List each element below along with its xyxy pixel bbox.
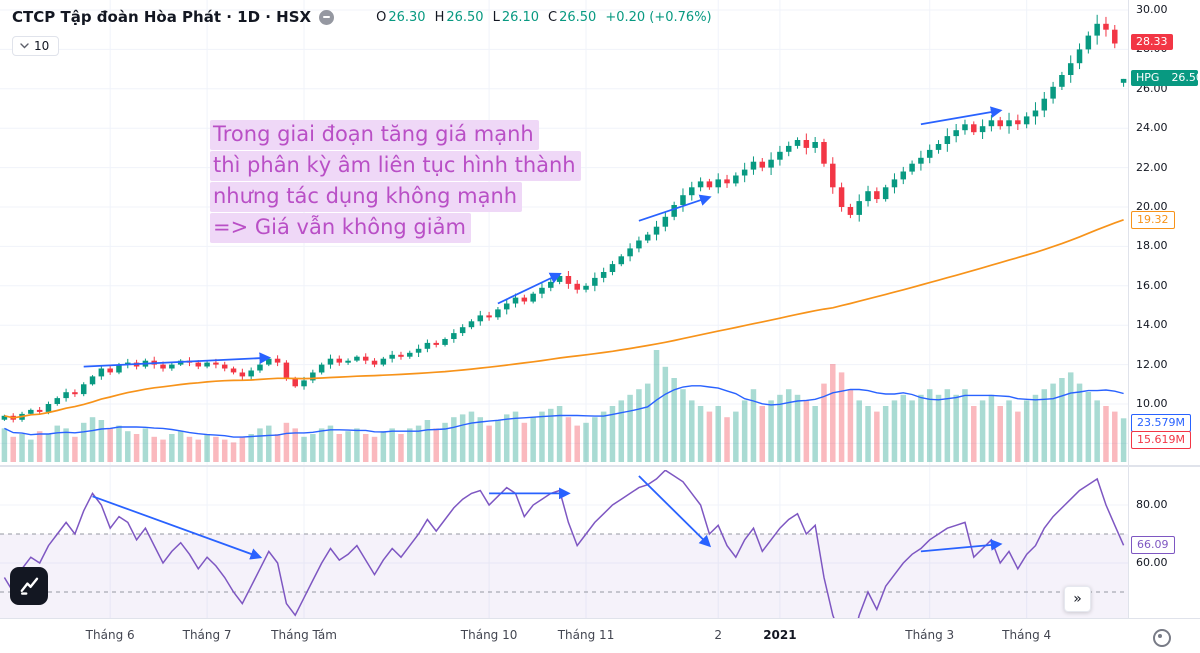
annotation-line: thì phân kỳ âm liên tục hình thành bbox=[210, 150, 581, 181]
annotation-text[interactable]: Trong giai đoạn tăng giá mạnh thì phân k… bbox=[210, 120, 581, 244]
price-tick: 60.00 bbox=[1136, 556, 1168, 569]
restore-pane-button[interactable]: » bbox=[1064, 586, 1091, 612]
price-tick: 18.00 bbox=[1136, 239, 1168, 253]
volume-ma-badge: 15.619M bbox=[1131, 431, 1191, 449]
annotation-line: nhưng tác dụng không mạnh bbox=[210, 181, 523, 212]
time-label: Tháng 10 bbox=[460, 628, 518, 642]
time-label: Tháng 7 bbox=[182, 628, 232, 642]
alert-price-badge: 28.33 bbox=[1131, 33, 1173, 50]
ohlc-readout: O 26.30 H 26.50 L 26.10 C 26.50 +0.20 (+0.76… bbox=[376, 10, 712, 25]
time-label: Tháng 6 bbox=[85, 628, 135, 642]
indicator-collapsed-pill[interactable]: 10 bbox=[12, 36, 60, 56]
open-value: 26.30 bbox=[388, 9, 426, 25]
legend: CTCP Tập đoàn Hòa Phát · 1D · HSX O 26.30… bbox=[12, 8, 712, 56]
price-tick: 20.00 bbox=[1136, 200, 1168, 213]
low-value: 26.10 bbox=[501, 9, 540, 25]
price-tick: 16.00 bbox=[1136, 278, 1168, 292]
price-tick: 12.00 bbox=[1136, 357, 1168, 371]
symbol-title[interactable]: CTCP Tập đoàn Hòa Phát · 1D · HSX bbox=[12, 8, 312, 26]
last-price-badge: HPG 26.50 bbox=[1131, 69, 1200, 86]
symbol-ticker: HPG bbox=[1136, 70, 1160, 84]
close-value: 26.50 bbox=[559, 9, 597, 25]
time-axis[interactable]: Tháng 6 Tháng 7 Tháng Tám Tháng 10 Tháng 11 2… bbox=[0, 618, 1200, 653]
annotation-line: => Giá vẫn không giảm bbox=[210, 212, 471, 243]
price-tick: 80.00 bbox=[1136, 498, 1168, 511]
time-label: Tháng 4 bbox=[1002, 628, 1052, 642]
price-tick: 30.00 bbox=[1136, 3, 1168, 16]
tradingview-logo-icon bbox=[20, 577, 39, 595]
tradingview-logo[interactable] bbox=[10, 567, 48, 605]
price-axis[interactable]: 60.0080.008.0010.0012.0014.0016.0018.002… bbox=[1128, 0, 1200, 618]
price-tick: 22.00 bbox=[1136, 160, 1168, 174]
time-label: 2021 bbox=[763, 628, 797, 642]
time-label: Tháng Tám bbox=[271, 628, 337, 642]
price-tick: 10.00 bbox=[1136, 397, 1168, 410]
rsi-value-badge: 66.09 bbox=[1131, 536, 1175, 555]
price-tick: 24.00 bbox=[1136, 121, 1168, 135]
close-label: C bbox=[548, 9, 558, 25]
annotation-line: Trong giai đoạn tăng giá mạnh bbox=[210, 120, 539, 150]
target-icon[interactable] bbox=[1153, 629, 1171, 647]
last-price-value: 26.50 bbox=[1171, 70, 1200, 84]
ma-price-badge: 19.32 bbox=[1131, 211, 1175, 230]
volume-badge: 23.579M bbox=[1131, 414, 1191, 432]
indicator-pill-label: 10 bbox=[34, 39, 50, 53]
price-change: +0.20 (+0.76%) bbox=[605, 9, 712, 25]
open-label: O bbox=[376, 9, 387, 25]
low-label: L bbox=[492, 9, 500, 25]
time-label: Tháng 11 bbox=[557, 628, 615, 642]
time-label: Tháng 3 bbox=[905, 628, 955, 642]
chevron-down-icon bbox=[20, 43, 29, 49]
market-status-icon[interactable] bbox=[319, 9, 335, 25]
time-label: 2 bbox=[714, 628, 723, 642]
high-value: 26.50 bbox=[446, 9, 484, 25]
price-tick: 14.00 bbox=[1136, 318, 1168, 332]
high-label: H bbox=[434, 9, 445, 25]
